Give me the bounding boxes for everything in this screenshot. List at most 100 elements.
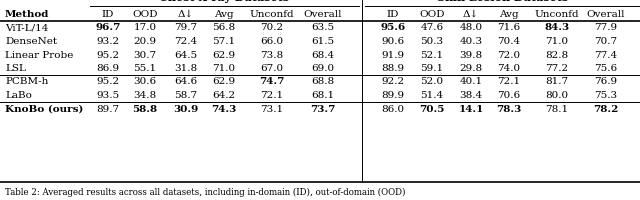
Text: 71.0: 71.0 <box>545 37 568 46</box>
Text: 96.7: 96.7 <box>95 23 121 32</box>
Text: 47.6: 47.6 <box>420 23 444 32</box>
Text: 81.7: 81.7 <box>545 77 568 86</box>
Text: 93.2: 93.2 <box>97 37 120 46</box>
Text: 67.0: 67.0 <box>260 64 284 73</box>
Text: 52.0: 52.0 <box>420 77 444 86</box>
Text: 63.5: 63.5 <box>312 23 335 32</box>
Text: 57.1: 57.1 <box>212 37 236 46</box>
Text: 82.8: 82.8 <box>545 50 568 60</box>
Text: Linear Probe: Linear Probe <box>5 50 74 60</box>
Text: 62.9: 62.9 <box>212 77 236 86</box>
Text: 66.0: 66.0 <box>260 37 284 46</box>
Text: 74.7: 74.7 <box>259 77 285 86</box>
Text: ViT-L/14: ViT-L/14 <box>5 23 49 32</box>
Text: 51.4: 51.4 <box>420 91 444 100</box>
Text: 76.9: 76.9 <box>595 77 618 86</box>
Text: 68.8: 68.8 <box>312 77 335 86</box>
Text: Overall: Overall <box>587 10 625 19</box>
Text: 56.8: 56.8 <box>212 23 236 32</box>
Text: PCBM-h: PCBM-h <box>5 77 49 86</box>
Text: 74.3: 74.3 <box>211 104 237 114</box>
Text: 73.8: 73.8 <box>260 50 284 60</box>
Text: Overall: Overall <box>304 10 342 19</box>
Text: 62.9: 62.9 <box>212 50 236 60</box>
Text: Method: Method <box>5 10 49 19</box>
Text: 89.9: 89.9 <box>381 91 404 100</box>
Text: 88.9: 88.9 <box>381 64 404 73</box>
Text: 40.1: 40.1 <box>460 77 483 86</box>
Text: 70.6: 70.6 <box>497 91 520 100</box>
Text: LSL: LSL <box>5 64 26 73</box>
Text: 89.7: 89.7 <box>97 104 120 114</box>
Text: 93.5: 93.5 <box>97 91 120 100</box>
Text: 20.9: 20.9 <box>133 37 157 46</box>
Text: 71.0: 71.0 <box>212 64 236 73</box>
Text: Unconfd: Unconfd <box>534 10 579 19</box>
Text: 17.0: 17.0 <box>133 23 157 32</box>
Text: 79.7: 79.7 <box>175 23 198 32</box>
Text: 70.7: 70.7 <box>595 37 618 46</box>
Text: Chest X-ray Datasets: Chest X-ray Datasets <box>159 0 289 3</box>
Text: 68.1: 68.1 <box>312 91 335 100</box>
Text: 92.2: 92.2 <box>381 77 404 86</box>
Text: Δ↓: Δ↓ <box>463 10 479 19</box>
Text: 86.0: 86.0 <box>381 104 404 114</box>
Text: ID: ID <box>102 10 114 19</box>
Text: 77.9: 77.9 <box>595 23 618 32</box>
Text: Δ↓: Δ↓ <box>178 10 194 19</box>
Text: Avg: Avg <box>499 10 519 19</box>
Text: 59.1: 59.1 <box>420 64 444 73</box>
Text: Avg: Avg <box>214 10 234 19</box>
Text: 72.1: 72.1 <box>497 77 520 86</box>
Text: 34.8: 34.8 <box>133 91 157 100</box>
Text: 61.5: 61.5 <box>312 37 335 46</box>
Text: 70.4: 70.4 <box>497 37 520 46</box>
Text: 64.5: 64.5 <box>175 50 198 60</box>
Text: 70.5: 70.5 <box>419 104 445 114</box>
Text: 95.6: 95.6 <box>380 23 406 32</box>
Text: 64.6: 64.6 <box>175 77 198 86</box>
Text: 14.1: 14.1 <box>458 104 484 114</box>
Text: 40.3: 40.3 <box>460 37 483 46</box>
Text: 69.0: 69.0 <box>312 64 335 73</box>
Text: 31.8: 31.8 <box>175 64 198 73</box>
Text: 75.3: 75.3 <box>595 91 618 100</box>
Text: LaBo: LaBo <box>5 91 32 100</box>
Text: 78.2: 78.2 <box>593 104 619 114</box>
Text: 30.7: 30.7 <box>133 50 157 60</box>
Text: 29.8: 29.8 <box>460 64 483 73</box>
Text: 90.6: 90.6 <box>381 37 404 46</box>
Text: 30.9: 30.9 <box>173 104 198 114</box>
Text: 73.1: 73.1 <box>260 104 284 114</box>
Text: 72.4: 72.4 <box>175 37 198 46</box>
Text: 74.0: 74.0 <box>497 64 520 73</box>
Text: 84.3: 84.3 <box>545 23 570 32</box>
Text: 68.4: 68.4 <box>312 50 335 60</box>
Text: 55.1: 55.1 <box>133 64 157 73</box>
Text: Table 2: Averaged results across all datasets, including in-domain (ID), out-of-: Table 2: Averaged results across all dat… <box>5 187 406 197</box>
Text: 64.2: 64.2 <box>212 91 236 100</box>
Text: Unconfd: Unconfd <box>250 10 294 19</box>
Text: 30.6: 30.6 <box>133 77 157 86</box>
Text: 72.0: 72.0 <box>497 50 520 60</box>
Text: 58.8: 58.8 <box>132 104 157 114</box>
Text: 39.8: 39.8 <box>460 50 483 60</box>
Text: 50.3: 50.3 <box>420 37 444 46</box>
Text: 91.9: 91.9 <box>381 50 404 60</box>
Text: OOD: OOD <box>132 10 157 19</box>
Text: Skin Lesion Datasets: Skin Lesion Datasets <box>437 0 568 3</box>
Text: 75.6: 75.6 <box>595 64 618 73</box>
Text: OOD: OOD <box>419 10 445 19</box>
Text: 86.9: 86.9 <box>97 64 120 73</box>
Text: 73.7: 73.7 <box>310 104 336 114</box>
Text: 71.6: 71.6 <box>497 23 520 32</box>
Text: 80.0: 80.0 <box>545 91 568 100</box>
Text: 38.4: 38.4 <box>460 91 483 100</box>
Text: 58.7: 58.7 <box>175 91 198 100</box>
Text: 70.2: 70.2 <box>260 23 284 32</box>
Text: 78.1: 78.1 <box>545 104 568 114</box>
Text: 77.4: 77.4 <box>595 50 618 60</box>
Text: 95.2: 95.2 <box>97 50 120 60</box>
Text: 95.2: 95.2 <box>97 77 120 86</box>
Text: 78.3: 78.3 <box>497 104 522 114</box>
